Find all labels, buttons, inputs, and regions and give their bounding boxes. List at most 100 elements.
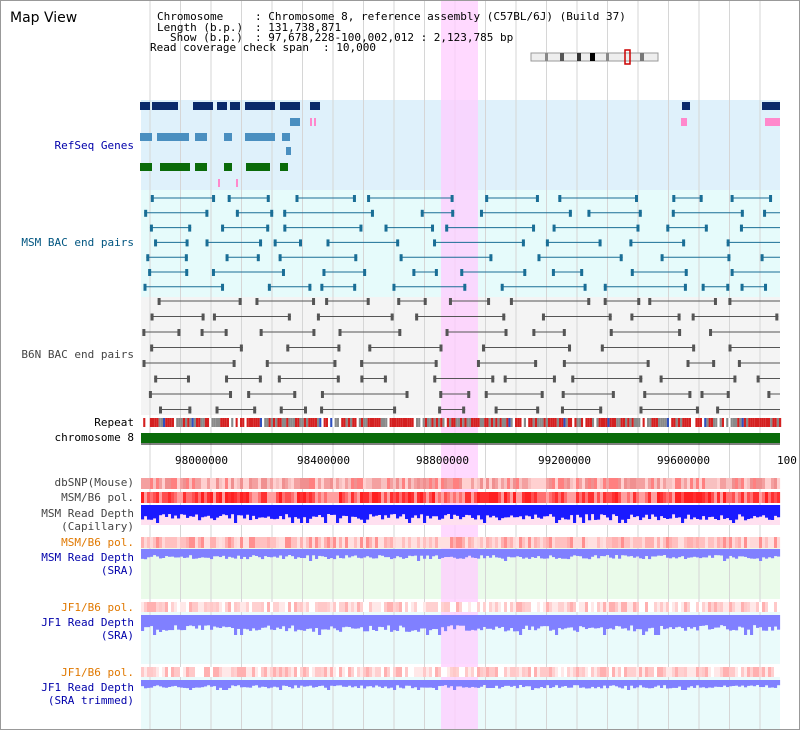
heat-strip-cell bbox=[423, 492, 427, 503]
depth-bar bbox=[735, 615, 739, 631]
track-label-jf1-b6-pol-2[interactable]: JF1/B6 pol. bbox=[61, 666, 134, 679]
repeat-mark bbox=[215, 418, 218, 427]
heat-strip-cell bbox=[636, 667, 640, 677]
depth-bar bbox=[606, 680, 610, 689]
depth-bar bbox=[141, 615, 145, 631]
depth-bar bbox=[324, 680, 328, 688]
depth-bar bbox=[744, 680, 748, 688]
repeat-mark bbox=[611, 418, 614, 427]
heat-strip-cell bbox=[288, 537, 292, 548]
heat-strip-cell bbox=[474, 478, 478, 489]
depth-bar bbox=[348, 680, 352, 686]
heat-strip-cell bbox=[675, 478, 679, 489]
heat-strip-cell bbox=[207, 667, 211, 677]
ideogram-band bbox=[590, 53, 595, 61]
depth-bar bbox=[657, 615, 661, 635]
repeat-mark bbox=[457, 418, 460, 427]
heat-strip-cell bbox=[690, 478, 694, 489]
track-label-jf1-depth-trimmed[interactable]: JF1 Read Depth bbox=[41, 681, 134, 694]
heat-strip-cell bbox=[531, 492, 535, 503]
gene-feature bbox=[286, 147, 291, 155]
depth-bar bbox=[351, 505, 355, 517]
heat-strip-cell bbox=[312, 537, 316, 548]
heat-strip-cell bbox=[378, 537, 382, 548]
bac-end-mark bbox=[677, 313, 681, 321]
repeat-mark bbox=[433, 418, 436, 427]
track-label-msm-depth-capillary[interactable]: MSM Read Depth bbox=[41, 507, 134, 520]
depth-bar bbox=[162, 549, 166, 558]
heat-strip-cell bbox=[180, 667, 184, 677]
bac-end-mark bbox=[360, 375, 364, 383]
heat-strip-cell bbox=[774, 667, 778, 677]
heat-strip-cell bbox=[744, 537, 748, 548]
depth-bar bbox=[474, 680, 478, 688]
depth-bar bbox=[198, 505, 202, 521]
heat-strip-cell bbox=[747, 537, 751, 548]
repeat-mark bbox=[587, 418, 590, 427]
heat-strip-cell bbox=[420, 667, 424, 677]
depth-bar bbox=[225, 615, 229, 628]
heat-strip-cell bbox=[681, 602, 685, 612]
bac-end-mark bbox=[551, 269, 555, 276]
depth-bar bbox=[675, 505, 679, 518]
heat-strip-cell bbox=[591, 667, 595, 677]
depth-bar bbox=[735, 680, 739, 686]
heat-strip-cell bbox=[750, 537, 754, 548]
repeat-mark bbox=[297, 418, 300, 427]
depth-bar bbox=[663, 680, 667, 686]
track-label-refseq[interactable]: RefSeq Genes bbox=[54, 139, 134, 152]
depth-bar bbox=[492, 505, 496, 516]
heat-strip-cell bbox=[465, 492, 469, 503]
track-label-msm-bac[interactable]: MSM BAC end pairs bbox=[21, 236, 134, 249]
heat-strip-cell bbox=[624, 492, 628, 503]
heat-strip-cell bbox=[213, 478, 217, 489]
depth-bar bbox=[417, 680, 421, 690]
heat-strip-cell bbox=[369, 492, 373, 503]
depth-bar bbox=[369, 505, 373, 515]
depth-bar bbox=[435, 615, 439, 630]
depth-bar bbox=[357, 680, 361, 689]
depth-bar bbox=[513, 615, 517, 632]
heat-strip-cell bbox=[408, 478, 412, 489]
track-label-dbsnp[interactable]: dbSNP(Mouse) bbox=[54, 476, 134, 489]
depth-bar bbox=[357, 615, 361, 629]
track-label-msm-b6-pol[interactable]: MSM/B6 pol. bbox=[61, 491, 134, 504]
track-label-msm-b6-pol-2[interactable]: MSM/B6 pol. bbox=[61, 536, 134, 549]
repeat-mark bbox=[534, 418, 537, 427]
heat-strip-cell bbox=[453, 478, 457, 489]
repeat-mark bbox=[244, 418, 247, 427]
track-label-msm-depth-sra[interactable]: MSM Read Depth bbox=[41, 551, 134, 564]
heat-strip-cell bbox=[399, 602, 403, 612]
depth-bar bbox=[315, 615, 319, 629]
heat-strip-cell bbox=[222, 537, 226, 548]
heat-strip-cell bbox=[543, 602, 547, 612]
bac-end-mark bbox=[726, 391, 730, 398]
bac-end-mark bbox=[277, 375, 281, 383]
bac-end-mark bbox=[660, 254, 664, 262]
track-label-b6n-bac[interactable]: B6N BAC end pairs bbox=[21, 348, 134, 361]
depth-bar bbox=[576, 680, 580, 686]
heat-strip-cell bbox=[666, 478, 670, 489]
track-label-jf1-depth-sra[interactable]: JF1 Read Depth bbox=[41, 616, 134, 629]
heat-strip-cell bbox=[660, 492, 664, 503]
track-label-repeat[interactable]: Repeat bbox=[94, 416, 134, 429]
repeat-mark bbox=[277, 418, 280, 427]
depth-bar bbox=[627, 505, 631, 519]
heat-strip-cell bbox=[588, 667, 592, 677]
bac-end-mark bbox=[434, 269, 438, 276]
depth-bar bbox=[615, 505, 619, 516]
repeat-mark bbox=[369, 418, 372, 427]
axis-tick-label: 99600000 bbox=[657, 454, 710, 467]
repeat-mark bbox=[149, 418, 152, 427]
track-label-jf1-b6-pol[interactable]: JF1/B6 pol. bbox=[61, 601, 134, 614]
heat-strip-cell bbox=[477, 667, 481, 677]
depth-bar bbox=[579, 680, 583, 688]
bac-end-mark bbox=[445, 329, 449, 336]
depth-bar bbox=[411, 505, 415, 518]
heat-strip-cell bbox=[345, 602, 349, 612]
repeat-mark bbox=[614, 418, 617, 427]
ideogram-band bbox=[577, 53, 581, 61]
heat-strip-cell bbox=[441, 478, 445, 489]
heat-strip-cell bbox=[414, 667, 418, 677]
